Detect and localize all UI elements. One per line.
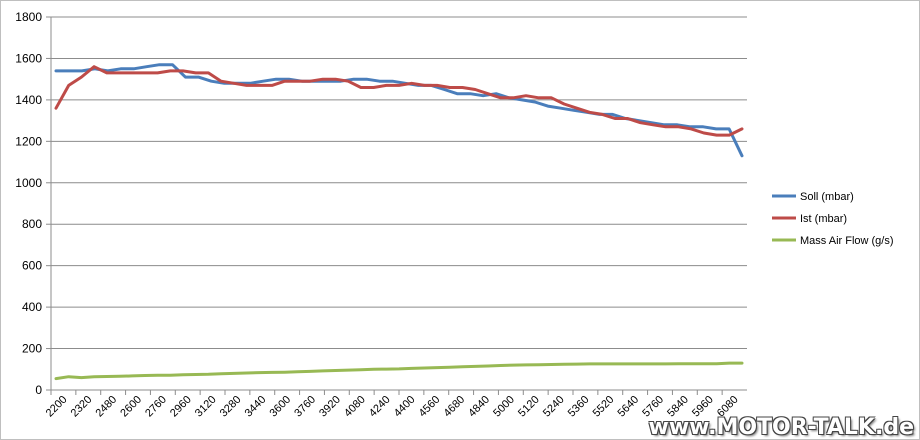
watermark: www.MOTOR-TALK.de xyxy=(648,415,914,440)
series-line-2 xyxy=(54,65,744,137)
x-tick-label: 4840 xyxy=(466,394,492,420)
y-tick-label: 200 xyxy=(22,342,42,356)
x-tick-label: 2320 xyxy=(69,394,95,420)
x-tick-label: 2200 xyxy=(44,394,70,420)
axes xyxy=(46,16,747,395)
x-tick-label: 4680 xyxy=(441,394,467,420)
legend-label: Ist (mbar) xyxy=(800,213,847,225)
legend: Soll (mbar) Ist (mbar) Mass Air Flow (g/s) xyxy=(772,191,894,247)
x-axis-ticks: 2200 2320 2480 2600 2760 2960 3120 3280 3440 3600… xyxy=(44,394,741,420)
x-tick-label: 4400 xyxy=(392,394,418,420)
x-tick-label: 2760 xyxy=(143,394,169,420)
x-tick-label: 3920 xyxy=(317,394,343,420)
series-line-3 xyxy=(54,361,744,381)
x-tick-label: 3600 xyxy=(267,394,293,420)
legend-label: Mass Air Flow (g/s) xyxy=(800,235,894,247)
x-tick-label: 5520 xyxy=(591,394,617,420)
y-tick-label: 1800 xyxy=(15,10,42,24)
y-tick-label: 400 xyxy=(22,300,42,314)
x-tick-label: 5360 xyxy=(566,394,592,420)
y-tick-label: 800 xyxy=(22,217,42,231)
x-tick-label: 5640 xyxy=(615,394,641,420)
x-tick-label: 5240 xyxy=(541,394,567,420)
y-tick-label: 1200 xyxy=(15,134,42,148)
legend-label: Soll (mbar) xyxy=(800,191,854,203)
x-tick-label: 3440 xyxy=(243,394,269,420)
series-lines xyxy=(54,63,744,381)
x-tick-label: 5120 xyxy=(516,394,542,420)
gridlines xyxy=(51,16,747,350)
x-tick-label: 5000 xyxy=(491,394,517,420)
x-tick-label: 4560 xyxy=(417,394,443,420)
y-tick-label: 1400 xyxy=(15,93,42,107)
x-tick-label: 2960 xyxy=(168,394,194,420)
x-tick-label: 4080 xyxy=(342,394,368,420)
x-tick-label: 3760 xyxy=(292,394,318,420)
y-tick-label: 1000 xyxy=(15,176,42,190)
x-tick-label: 3120 xyxy=(193,394,219,420)
y-tick-label: 600 xyxy=(22,259,42,273)
x-tick-label: 3280 xyxy=(218,394,244,420)
x-tick-label: 4240 xyxy=(367,394,393,420)
x-tick-label: 2600 xyxy=(118,394,144,420)
y-tick-label: 1600 xyxy=(15,51,42,65)
y-axis-ticks: 0 200 400 600 800 1000 1200 1400 1600 1800 xyxy=(15,10,42,397)
x-tick-label: 2480 xyxy=(93,394,119,420)
y-tick-label: 0 xyxy=(35,383,42,397)
series-line-1 xyxy=(54,63,744,158)
